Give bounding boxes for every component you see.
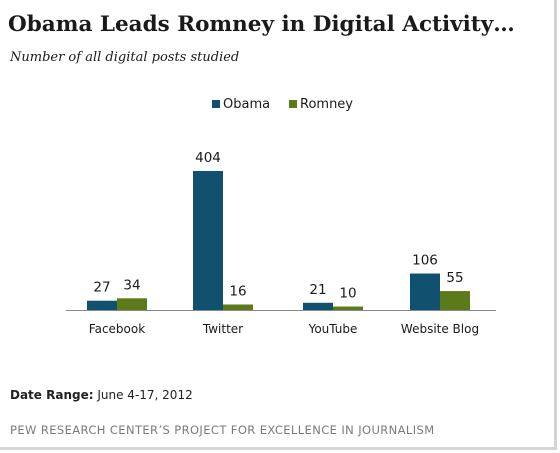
source-credit: PEW RESEARCH CENTER’S PROJECT FOR EXCELL… <box>10 423 435 437</box>
data-label-romney: 10 <box>339 286 356 302</box>
x-tick-label: Facebook <box>89 322 145 336</box>
data-label-obama: 21 <box>309 282 326 298</box>
data-label-romney: 34 <box>123 277 140 293</box>
date-range-label: Date Range: <box>10 388 94 402</box>
data-label-romney: 55 <box>446 270 463 286</box>
data-label-obama: 27 <box>93 280 110 296</box>
chart-subtitle: Number of all digital posts studied <box>10 50 240 65</box>
data-label-obama: 106 <box>412 253 438 269</box>
bar-romney <box>440 291 470 310</box>
x-tick-label: Website Blog <box>401 322 479 336</box>
date-range: Date Range: June 4-17, 2012 <box>10 388 193 402</box>
chart-title: Obama Leads Romney in Digital Activity… <box>8 12 515 37</box>
bar-obama <box>87 300 117 310</box>
bar-obama <box>410 273 440 310</box>
data-label-romney: 16 <box>229 283 246 299</box>
legend-swatch-obama <box>212 100 220 108</box>
bar-romney <box>333 306 363 310</box>
bar-obama <box>303 302 333 310</box>
legend-label-obama: Obama <box>223 97 270 112</box>
bar-obama <box>193 171 223 310</box>
legend-label-romney: Romney <box>300 97 353 112</box>
legend-swatch-romney <box>289 100 297 108</box>
bar-romney <box>117 298 147 310</box>
x-tick-label: Twitter <box>202 322 243 336</box>
bar-romney <box>223 304 253 310</box>
data-label-obama: 404 <box>195 150 221 166</box>
x-tick-label: YouTube <box>308 322 358 336</box>
date-range-value: June 4-17, 2012 <box>97 388 193 402</box>
